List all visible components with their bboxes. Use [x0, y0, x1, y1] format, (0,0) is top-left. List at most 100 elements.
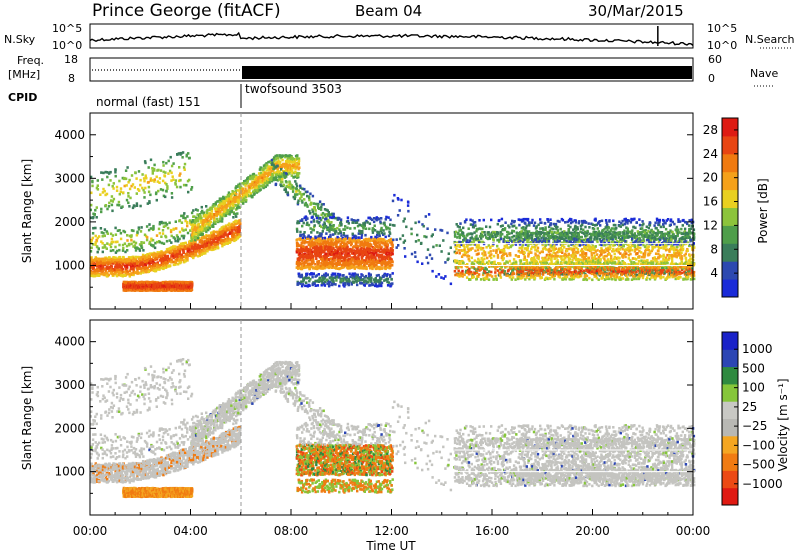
power-cell	[207, 208, 210, 212]
power-cell	[306, 190, 309, 194]
power-cell	[295, 238, 298, 242]
power-cell	[116, 264, 119, 268]
power-cell	[176, 258, 179, 261]
power-cell	[186, 231, 190, 235]
power-cell	[118, 265, 121, 268]
power-cell	[231, 190, 234, 193]
power-cell	[215, 207, 219, 211]
power-cell	[253, 192, 256, 196]
power-cell	[234, 236, 237, 239]
power-cell	[230, 209, 233, 213]
power-cell	[193, 222, 197, 226]
power-cell	[167, 172, 170, 175]
power-cell	[107, 183, 111, 187]
power-cell	[282, 173, 286, 177]
power-cell	[148, 223, 151, 226]
power-cell	[102, 171, 105, 175]
power-cell	[236, 233, 239, 236]
power-cell	[237, 205, 240, 208]
power-cell	[309, 192, 312, 196]
power-cell	[141, 173, 144, 176]
power-cell	[122, 262, 125, 266]
power-cell	[131, 258, 135, 262]
power-cell	[141, 253, 145, 257]
power-cell	[164, 256, 167, 260]
power-cell	[121, 249, 125, 252]
power-cell	[313, 224, 316, 227]
power-cell	[112, 182, 115, 185]
power-cell	[222, 205, 225, 208]
power-cell	[218, 231, 222, 234]
power-cell	[101, 246, 105, 249]
power-cell	[256, 188, 259, 192]
power-cell	[137, 264, 141, 268]
power-cell	[122, 229, 125, 233]
power-cell	[211, 215, 214, 219]
power-cell	[345, 275, 348, 279]
power-cell	[265, 164, 268, 167]
power-cell	[200, 239, 203, 242]
power-cell	[114, 168, 117, 171]
power-cell	[130, 229, 134, 232]
power-cell	[195, 216, 198, 220]
power-cell	[323, 236, 327, 240]
power-cell	[332, 233, 335, 236]
power-cell	[323, 284, 327, 287]
noise-panel-frame	[89, 23, 694, 49]
power-cell	[148, 240, 152, 244]
power-cell	[281, 180, 284, 184]
power-cell	[155, 175, 158, 179]
power-cell	[294, 170, 297, 174]
power-cell	[336, 226, 339, 230]
power-cell	[161, 232, 165, 235]
power-cell	[210, 209, 214, 213]
power-cell	[156, 264, 159, 268]
power-cell	[165, 239, 169, 243]
power-cell	[348, 254, 351, 257]
power-cell	[201, 220, 204, 224]
power-cell	[162, 164, 165, 167]
power-cell	[111, 262, 114, 265]
power-cell	[96, 250, 99, 254]
power-cell	[338, 273, 342, 276]
power-cell	[124, 250, 127, 254]
power-cell	[132, 256, 136, 260]
power-cell	[104, 260, 107, 264]
power-cell	[169, 155, 172, 159]
power-cell	[224, 202, 227, 206]
power-cell	[160, 261, 164, 265]
power-cell	[90, 240, 93, 243]
power-cell	[227, 200, 231, 204]
freq-panel-frame	[89, 57, 694, 82]
power-cell	[129, 196, 132, 200]
power-cell	[182, 216, 185, 220]
power-cell	[188, 247, 191, 251]
power-cell	[284, 172, 288, 175]
power-cell	[147, 228, 151, 232]
power-cell	[220, 230, 223, 234]
power-cell	[325, 278, 329, 282]
power-cell	[158, 181, 161, 184]
power-cell	[246, 177, 249, 180]
power-cell	[300, 233, 303, 237]
power-cell	[291, 167, 294, 170]
power-cell	[89, 270, 92, 273]
power-cell	[217, 236, 220, 240]
power-cell	[173, 237, 177, 240]
power-cell	[305, 276, 308, 280]
power-cell	[136, 255, 139, 259]
power-cell	[91, 232, 95, 235]
power-cell	[175, 227, 178, 230]
power-cell	[97, 266, 101, 269]
power-cell	[109, 245, 113, 249]
power-cell	[230, 226, 234, 229]
power-cell	[315, 216, 319, 220]
power-cell	[140, 226, 143, 229]
power-cell	[316, 231, 319, 234]
power-cell	[186, 224, 189, 228]
power-cell	[147, 255, 151, 259]
power-cell	[110, 257, 114, 261]
power-cell	[180, 245, 183, 248]
power-cell	[205, 205, 208, 208]
power-cell	[182, 255, 186, 258]
